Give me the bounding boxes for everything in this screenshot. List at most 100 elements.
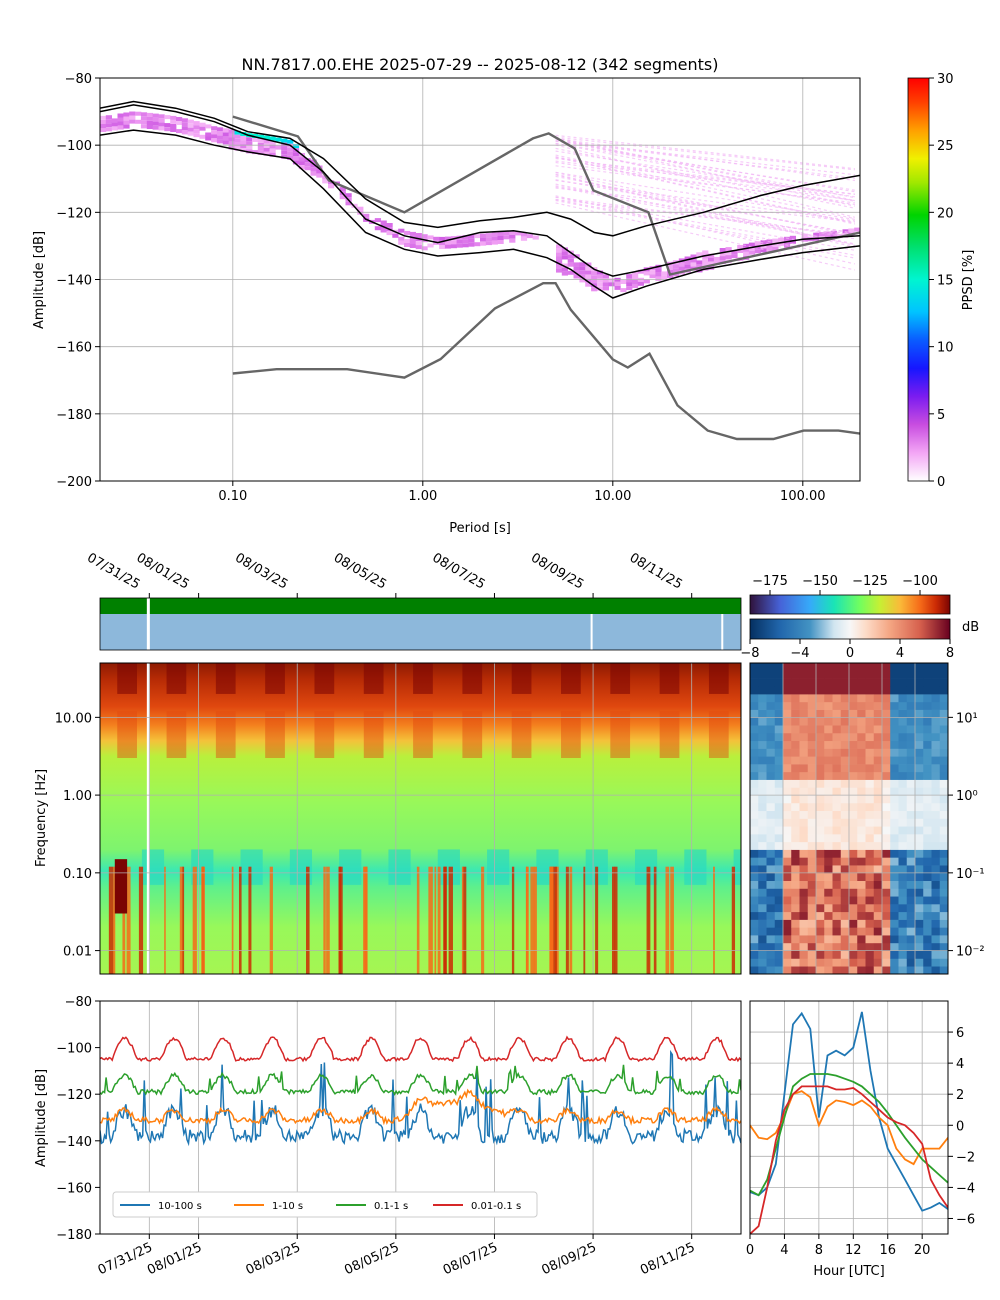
diurnal-cell: [915, 802, 924, 812]
ppsd-density-cell: [480, 233, 487, 238]
ppsd-density-cell: [725, 247, 732, 252]
diurnal-cell: [816, 849, 825, 858]
diurnal-cell: [783, 694, 792, 703]
ppsd-density-cell: [216, 131, 224, 136]
diurnal-cell: [890, 795, 899, 804]
diurnal-cell: [923, 919, 932, 928]
diurnal-cell: [758, 888, 767, 897]
ppsd-density-cell: [667, 273, 674, 278]
diurnal-cell: [849, 880, 858, 889]
ppsd-density-cell: [287, 139, 294, 144]
diurnal-cell: [824, 841, 833, 850]
diurnal-cell: [758, 764, 767, 773]
diurnal-cell: [840, 694, 850, 703]
diurnal-cell: [791, 818, 800, 827]
diurnal-cell: [799, 795, 809, 804]
ppsd-density-cell: [772, 242, 779, 247]
diurnal-cell: [807, 810, 817, 819]
diurnal-cell: [824, 802, 833, 812]
diurnal-cell: [906, 732, 916, 742]
ppsd-density-cell: [222, 140, 229, 145]
diurnal-cell: [783, 717, 792, 726]
diurnal-cell: [807, 935, 817, 944]
ppsd-density-cell: [211, 126, 218, 131]
diurnal-cell: [939, 748, 948, 757]
diurnal-cell: [791, 927, 800, 936]
diurnal-cell: [807, 771, 817, 780]
ppsd-density-cell: [415, 233, 422, 237]
ppsd-density-cell: [567, 262, 574, 267]
diurnal-cell: [931, 958, 941, 967]
diurnal-cell: [890, 771, 899, 780]
ppsd-density-cell: [731, 250, 738, 255]
diurnal-cell: [857, 795, 866, 804]
diurnal-cell: [906, 670, 916, 679]
diurnal-cell: [849, 740, 858, 749]
diurnal-cell: [774, 756, 784, 765]
diurnal-cell: [774, 787, 784, 796]
diurnal-cell: [915, 841, 924, 850]
diurnal-y-tick-label: 10¹: [956, 711, 978, 726]
ppsd-density-cell: [462, 243, 469, 248]
spectrogram-daytime-band: [363, 711, 384, 758]
diurnal-cell: [791, 787, 800, 796]
diurnal-cell: [890, 865, 899, 874]
diurnal-cell: [849, 919, 858, 928]
diurnal-cell: [774, 841, 784, 850]
diurnal-cell: [807, 709, 817, 718]
diurnal-cell: [898, 896, 908, 905]
diurnal-cell: [774, 911, 784, 920]
spectrogram-transient: [326, 866, 330, 974]
diurnal-cell: [774, 717, 784, 726]
spectrogram-transient: [164, 866, 166, 974]
diurnal-cell: [758, 709, 767, 718]
ppsd-density-cell: [556, 264, 563, 269]
diurnal-cell: [923, 810, 932, 819]
ppsd-density-cell: [304, 162, 311, 167]
diurnal-cell: [832, 725, 842, 734]
diurnal-cell: [783, 942, 792, 951]
spectrogram-transient: [364, 866, 368, 974]
diurnal-cell: [939, 935, 948, 944]
diurnal-cell: [840, 888, 850, 897]
diurnal-cell: [774, 826, 784, 835]
ppsd-outlier-trace: [555, 187, 855, 223]
diurnal-cell: [939, 826, 948, 835]
diurnal-cell: [750, 779, 759, 788]
ppsd-density-cell: [778, 237, 785, 242]
diurnal-cell: [906, 694, 916, 703]
diurnal-cell: [791, 826, 800, 835]
diurnal-cell: [857, 709, 866, 718]
diurnal-cell: [758, 919, 767, 928]
nhnm-curve: [232, 115, 860, 276]
diurnal-y-tick-label: 10⁻²: [956, 945, 985, 960]
diurnal-cell: [774, 802, 784, 812]
spectrogram-daytime-band: [610, 663, 631, 694]
diurnal-cell: [791, 771, 800, 780]
diurnal-cell: [758, 841, 767, 850]
diurnal-cell: [923, 732, 932, 742]
hourly-series-line: [750, 1085, 948, 1234]
diurnal-cell: [873, 725, 883, 734]
diurnal-cell: [783, 709, 792, 718]
diurnal-cell: [849, 779, 858, 788]
ppsd-density-cell: [737, 245, 744, 249]
diurnal-cell: [824, 678, 833, 687]
ppsd-density-cell: [263, 135, 270, 140]
diurnal-cell: [865, 950, 875, 959]
diurnal-cell: [807, 857, 817, 866]
diurnal-cell: [758, 958, 767, 967]
diurnal-cell: [791, 725, 800, 734]
ppsd-density-cell: [176, 129, 183, 134]
spectrogram-daytime-band: [265, 663, 285, 694]
ppsd-x-tick-label: 0.10: [218, 489, 247, 504]
diurnal-cell: [816, 678, 825, 687]
diurnal-cell: [939, 872, 948, 881]
diurnal-cell: [923, 849, 932, 858]
ppsd-density-cell: [509, 234, 516, 239]
diurnal-cell: [898, 670, 908, 679]
diurnal-cell: [931, 764, 941, 773]
ppsd-x-tick-label: 100.00: [780, 489, 826, 504]
data-availability-bar: [100, 598, 741, 614]
